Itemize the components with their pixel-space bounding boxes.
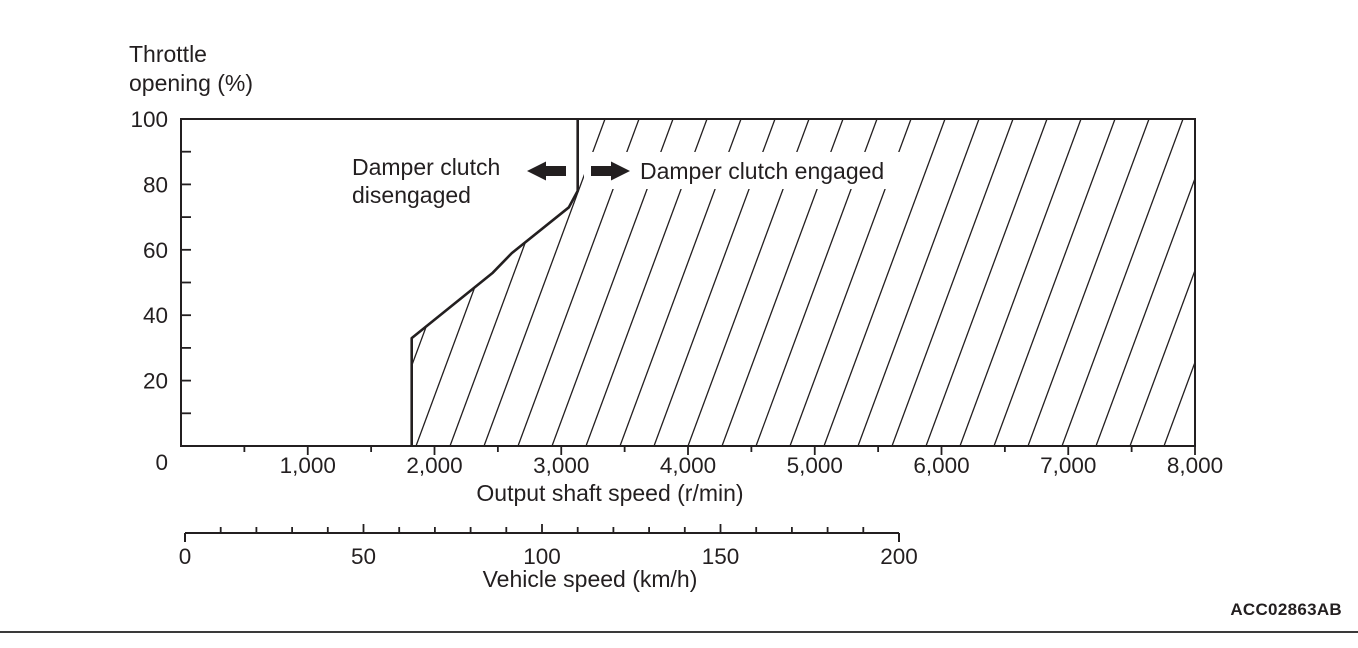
y-axis-title-line2: opening (%) (129, 70, 254, 96)
vehicle-speed-tick-label: 0 (179, 544, 192, 569)
disengaged-label-line1: Damper clutch (352, 154, 501, 180)
y-axis-title-line1: Throttle (129, 41, 207, 67)
y-tick-label: 20 (143, 369, 168, 394)
engagement-boundary-curve (410, 119, 579, 446)
x-tick-label: 8,000 (1167, 453, 1223, 478)
axis-tick-labels: 0 1,000 2,000 3,000 4,000 5,000 6,000 7,000 8,00… (130, 107, 1223, 569)
vehicle-speed-tick-label: 100 (523, 544, 561, 569)
x-axis-title: Output shaft speed (r/min) (476, 480, 744, 506)
y-tick-label: 40 (143, 303, 168, 328)
arrow-right-icon (591, 161, 630, 181)
secondary-axis-title: Vehicle speed (km/h) (482, 566, 698, 592)
x-tick-label: 1,000 (280, 453, 336, 478)
axis-ticks (181, 150, 1196, 455)
y-tick-label: 60 (143, 238, 168, 263)
x-tick-label: 6,000 (913, 453, 969, 478)
vehicle-speed-axis (184, 524, 900, 542)
y-axis-title: Throttle opening (%) (129, 40, 253, 98)
vehicle-speed-tick-label: 50 (351, 544, 376, 569)
y-tick-label: 80 (143, 172, 168, 197)
x-tick-label: 7,000 (1040, 453, 1096, 478)
arrow-left-icon (527, 161, 566, 181)
x-tick-label: 5,000 (787, 453, 843, 478)
y-tick-label: 100 (130, 107, 168, 132)
x-tick-label: 3,000 (533, 453, 589, 478)
bottom-divider (0, 631, 1358, 633)
vehicle-speed-tick-label: 150 (702, 544, 740, 569)
disengaged-label-line2: disengaged (352, 182, 471, 208)
vehicle-speed-tick-label: 200 (880, 544, 918, 569)
x-tick-label: 4,000 (660, 453, 716, 478)
x-tick-label: 2,000 (406, 453, 462, 478)
x-tick-label: 0 (155, 450, 168, 475)
figure-code: ACC02863AB (1230, 600, 1342, 619)
label-damper-clutch-engaged: Damper clutch engaged (632, 157, 893, 186)
label-damper-clutch-disengaged: Damper clutch disengaged (352, 153, 500, 209)
